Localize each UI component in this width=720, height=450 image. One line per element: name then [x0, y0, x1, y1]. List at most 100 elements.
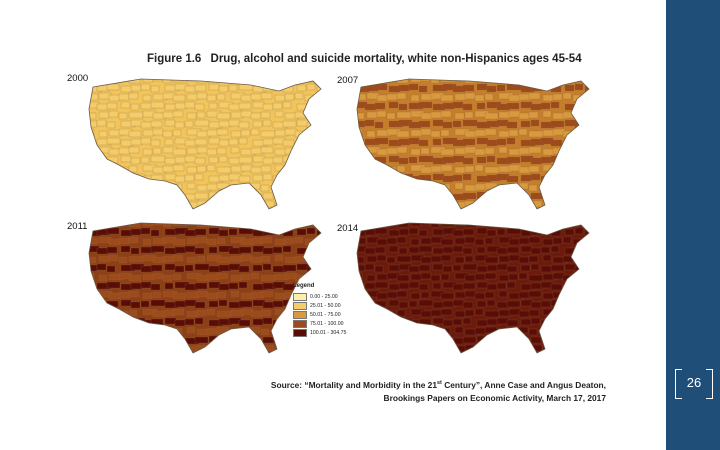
county-tile [318, 237, 321, 245]
county-tile [272, 102, 283, 110]
county-tile [294, 146, 305, 154]
county-tile [296, 247, 312, 255]
county-tile [108, 327, 118, 335]
figure-title: Figure 1.6 Drug, alcohol and suicide mor… [147, 53, 582, 65]
county-tile [186, 182, 196, 190]
county-tile [164, 138, 174, 146]
county-tile [540, 300, 552, 308]
county-tile [442, 319, 454, 327]
legend-row: 100.01 - 304.75 [293, 328, 375, 337]
county-tile [484, 237, 494, 245]
county-tile [230, 184, 243, 192]
county-tile [366, 165, 379, 173]
mortality-figure: Figure 1.6 Drug, alcohol and suicide mor… [61, 33, 593, 367]
county-tile [496, 192, 508, 200]
county-tile [196, 290, 209, 298]
county-tile [464, 146, 477, 154]
county-tile [550, 264, 565, 272]
county-tile [364, 336, 374, 344]
county-tile [476, 335, 490, 343]
county-tile [462, 301, 474, 309]
county-tile [484, 128, 497, 136]
county-tile [184, 245, 196, 253]
us-map-2007 [356, 78, 590, 210]
county-tile [440, 346, 456, 353]
county-tile [118, 326, 134, 334]
county-tile [396, 184, 411, 192]
county-tile [386, 237, 398, 245]
county-tile [294, 223, 306, 228]
county-tile [152, 147, 162, 155]
county-tile [572, 110, 586, 118]
legend-row: 0.00 - 25.00 [293, 292, 375, 301]
county-tile [186, 237, 199, 245]
county-tile [574, 246, 589, 254]
county-tile [89, 201, 94, 209]
county-tile [440, 110, 452, 118]
legend-label: 25.01 - 50.00 [310, 302, 341, 309]
county-tile [131, 356, 141, 362]
county-tile [240, 202, 250, 209]
county-tile [520, 193, 530, 201]
county-tile [574, 335, 586, 343]
county-tile [263, 356, 275, 362]
county-tile [172, 202, 188, 209]
county-tile [452, 245, 464, 253]
county-tile [307, 355, 315, 361]
county-tile [418, 101, 433, 109]
county-tile [172, 254, 184, 262]
county-tile [316, 101, 321, 109]
county-tile [410, 346, 422, 353]
county-tile [586, 128, 589, 136]
legend-label: 50.01 - 75.00 [310, 311, 341, 318]
county-tile [130, 282, 143, 290]
county-tile [374, 121, 384, 129]
county-tile [150, 245, 165, 253]
county-tile [186, 93, 199, 101]
county-tile [252, 264, 263, 272]
county-tile [106, 281, 121, 289]
county-tile [284, 79, 297, 82]
year-label-2011: 2011 [67, 221, 88, 232]
county-tile [357, 201, 362, 209]
county-tile [130, 103, 140, 111]
county-tile [572, 238, 588, 246]
county-tile [230, 200, 241, 208]
county-tile [366, 111, 378, 119]
county-tile [386, 112, 396, 120]
county-tile [172, 129, 182, 137]
county-tile [550, 245, 560, 253]
county-tile [484, 112, 499, 120]
county-tile [106, 265, 116, 273]
county-tile [240, 223, 250, 227]
county-tile [420, 128, 432, 136]
county-tile [140, 191, 153, 199]
county-tile [564, 157, 574, 165]
county-tile [230, 223, 241, 228]
county-tile [528, 274, 544, 282]
county-tile [498, 146, 508, 154]
county-tile [357, 193, 365, 201]
county-tile [284, 201, 297, 209]
county-tile [518, 112, 530, 120]
county-tile [388, 155, 400, 163]
county-tile [562, 146, 573, 154]
county-tile [120, 245, 131, 253]
county-tile [142, 292, 153, 300]
county-tile [96, 103, 109, 111]
county-tile [396, 255, 412, 263]
county-tile [195, 356, 206, 362]
county-tile [386, 256, 396, 264]
county-tile [89, 345, 94, 353]
county-tile [294, 184, 308, 192]
county-tile [151, 354, 159, 360]
county-tile [150, 264, 163, 272]
legend-swatch [293, 328, 307, 337]
county-tile [452, 264, 462, 272]
county-tile [518, 79, 534, 82]
county-tile [150, 120, 163, 128]
county-tile [216, 93, 226, 101]
county-tile [518, 310, 531, 318]
county-tile [409, 355, 418, 361]
us-map-2000 [88, 78, 322, 210]
